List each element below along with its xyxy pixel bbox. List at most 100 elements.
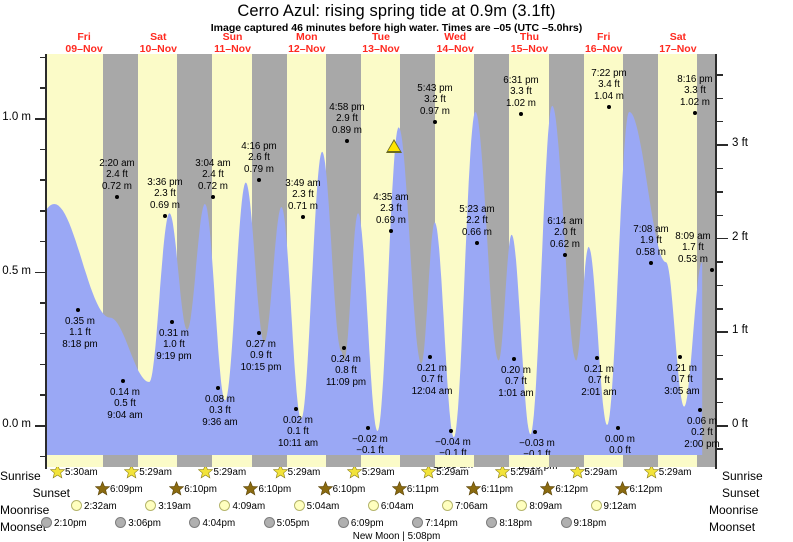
high-tide-ft: 2.4 ft bbox=[202, 169, 224, 181]
moonset-time: 7:14pm bbox=[425, 518, 458, 529]
day-header-dow: Fri bbox=[596, 31, 611, 43]
y-tick-right bbox=[717, 191, 723, 193]
high-tide-annotation: 5:43 pm 3.2 ft 0.97 m bbox=[393, 83, 477, 117]
moonrise-moon-icon bbox=[293, 500, 305, 511]
low-tide-ft: 0.7 ft bbox=[588, 375, 610, 387]
low-tide-time: 11:09 pm bbox=[325, 376, 367, 388]
bottom-night-band bbox=[622, 455, 658, 467]
high-tide-time: 7:08 am bbox=[633, 224, 669, 235]
moonrise-moon-icon bbox=[71, 500, 82, 511]
low-tide-annotation: 0.31 m 1.0 ft 9:19 pm bbox=[132, 328, 216, 362]
day-header-3: Mon 12–Nov bbox=[270, 31, 344, 55]
bottom-night-band bbox=[325, 455, 361, 467]
low-tide-m: 0.06 m bbox=[687, 416, 717, 427]
low-tide-m: 0.21 m bbox=[584, 364, 614, 375]
low-tide-time: 9:19 pm bbox=[156, 350, 192, 362]
moonrise-moon-icon bbox=[367, 500, 379, 511]
y-axis-label-right-2: 1 ft bbox=[732, 324, 748, 337]
sunrise-row-label-right: Sunrise bbox=[722, 469, 763, 483]
low-tide-m: 0.08 m bbox=[205, 394, 235, 405]
high-tide-time: 3:49 am bbox=[285, 178, 321, 189]
y-tick-left bbox=[40, 210, 46, 212]
y-tick-left bbox=[40, 148, 46, 151]
low-tide-annotation: 0.14 m 0.5 ft 9:04 am bbox=[83, 387, 167, 421]
high-tide-m: 0.79 m bbox=[244, 163, 274, 175]
moonset-moon-icon bbox=[486, 517, 498, 528]
moonset-time: 6:09pm bbox=[350, 518, 384, 529]
high-tide-dot bbox=[301, 215, 305, 219]
high-tide-dot bbox=[563, 253, 567, 257]
sunrise-time: 5:29am bbox=[213, 467, 247, 478]
low-tide-dot bbox=[533, 430, 537, 434]
moonrise-time: 6:04am bbox=[380, 501, 414, 512]
high-tide-ft: 2.3 ft bbox=[154, 188, 176, 200]
high-tide-time: 5:23 am bbox=[459, 204, 495, 215]
high-tide-ft: 2.6 ft bbox=[248, 152, 270, 164]
sunset-time: 6:10pm bbox=[332, 484, 366, 495]
high-tide-time: 4:58 pm bbox=[329, 102, 365, 113]
sunrise-star-icon bbox=[50, 464, 65, 479]
tide-curve-fill bbox=[47, 105, 703, 455]
moonset-row-label-left: Moonset bbox=[0, 520, 47, 534]
high-tide-annotation: 3:04 am 2.4 ft 0.72 m bbox=[171, 158, 255, 192]
high-tide-time: 4:35 am bbox=[373, 192, 409, 203]
high-tide-m: 1.02 m bbox=[680, 96, 710, 108]
moonset-time: 9:18pm bbox=[573, 518, 607, 529]
day-header-date: 17–Nov bbox=[659, 43, 697, 55]
high-tide-time: 6:31 pm bbox=[503, 75, 539, 86]
low-tide-m: 0.20 m bbox=[501, 365, 531, 376]
sunset-star-icon bbox=[391, 481, 407, 496]
high-tide-dot bbox=[433, 120, 437, 124]
low-tide-ft: 0.2 ft bbox=[691, 427, 713, 439]
low-tide-annotation: 0.20 m 0.7 ft 1:01 am bbox=[474, 365, 558, 399]
y-tick-right bbox=[717, 74, 723, 76]
low-tide-dot bbox=[257, 331, 261, 335]
bottom-night-band bbox=[474, 455, 510, 467]
bottom-night-band bbox=[103, 455, 139, 467]
y-tick-right bbox=[717, 120, 723, 123]
high-tide-ft: 2.3 ft bbox=[380, 203, 402, 215]
low-tide-ft: 0.1 ft bbox=[287, 426, 309, 438]
low-tide-ft: 0.5 ft bbox=[114, 398, 136, 410]
moonset-moon-icon bbox=[412, 517, 424, 528]
high-tide-dot bbox=[115, 195, 119, 199]
y-tick-left bbox=[35, 425, 46, 427]
sunrise-star-icon bbox=[124, 464, 140, 479]
low-tide-ft: 0.7 ft bbox=[505, 376, 527, 388]
moonset-time: 5:05pm bbox=[276, 518, 310, 529]
moonset-moon-icon bbox=[337, 517, 349, 528]
sunrise-star-icon bbox=[569, 464, 585, 479]
sunset-time: 6:10pm bbox=[258, 484, 292, 495]
sunrise-time: 5:29am bbox=[139, 467, 172, 478]
high-tide-m: 0.58 m bbox=[636, 246, 666, 258]
y-tick-right bbox=[717, 354, 723, 357]
high-tide-m: 0.66 m bbox=[462, 226, 492, 238]
day-header-date: 16–Nov bbox=[584, 43, 623, 55]
bottom-night-band bbox=[548, 455, 584, 467]
low-tide-time: 10:11 am bbox=[277, 437, 319, 449]
high-tide-ft: 3.4 ft bbox=[598, 79, 620, 91]
low-tide-m: 0.27 m bbox=[246, 339, 276, 350]
low-tide-time: 10:15 pm bbox=[240, 361, 282, 373]
y-tick-left bbox=[35, 118, 46, 120]
sunset-row-label-left: Sunset bbox=[32, 486, 70, 500]
y-tick-left bbox=[40, 56, 46, 59]
moonrise-row-label-right: Moonrise bbox=[709, 503, 759, 517]
low-tide-annotation: 0.24 m 0.8 ft 11:09 pm bbox=[304, 354, 388, 388]
high-tide-time: 8:16 pm bbox=[677, 74, 713, 85]
moonset-time: 4:04pm bbox=[202, 518, 236, 529]
low-tide-time: 2:01 am bbox=[581, 386, 617, 398]
high-tide-annotation: 6:14 am 2.0 ft 0.62 m bbox=[523, 216, 607, 250]
high-tide-m: 0.69 m bbox=[376, 214, 406, 226]
moonrise-time: 3:19am bbox=[158, 501, 191, 512]
tide-curve bbox=[47, 105, 703, 455]
high-tide-m: 0.89 m bbox=[332, 124, 362, 136]
day-header-dow: Sun bbox=[222, 31, 243, 43]
high-tide-time: 3:04 am bbox=[195, 158, 231, 169]
high-tide-annotation: 5:23 am 2.2 ft 0.66 m bbox=[435, 204, 519, 238]
low-tide-m: −0.04 m bbox=[435, 437, 471, 448]
low-tide-m: 0.21 m bbox=[667, 363, 697, 374]
sunrise-time: 5:29am bbox=[436, 467, 469, 478]
sunrise-star-icon bbox=[198, 464, 214, 479]
